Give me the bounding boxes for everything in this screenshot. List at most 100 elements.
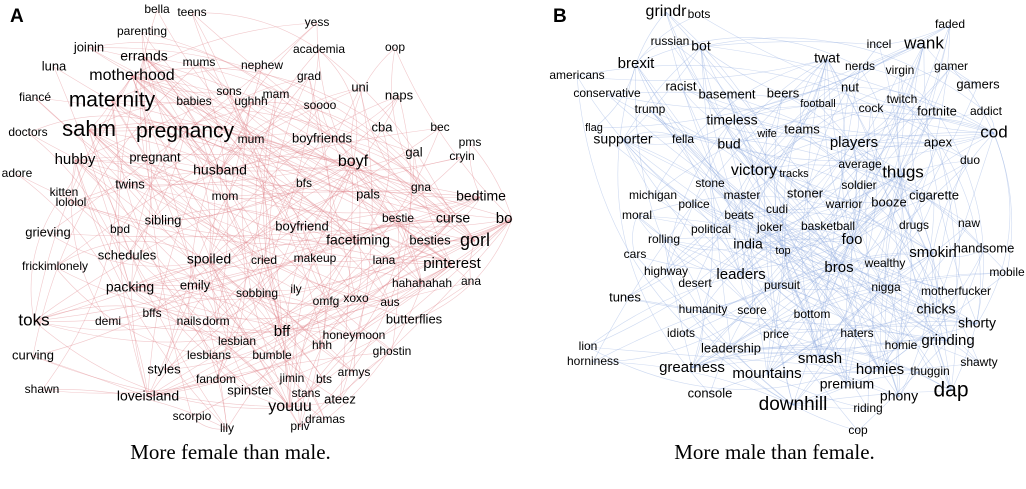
network-edge (129, 287, 238, 343)
network-edge (188, 22, 318, 323)
network-edge (219, 127, 441, 172)
network-edge (147, 240, 359, 398)
network-edge (710, 229, 949, 342)
network-edge (865, 108, 881, 371)
network-edge (352, 161, 361, 242)
network-edge (88, 100, 113, 131)
network-edge (191, 416, 228, 430)
network-edge (53, 66, 453, 265)
network-edge (367, 194, 454, 222)
network-edge (841, 87, 902, 347)
network-edge (819, 358, 881, 371)
network-edge (728, 144, 858, 335)
word-node: highway (644, 264, 688, 278)
network-edge (397, 218, 423, 285)
network-edge (32, 62, 200, 357)
network-edge (147, 127, 441, 398)
network-edge (324, 283, 423, 421)
network-edge (256, 263, 453, 307)
network-edge (576, 75, 794, 406)
word-node: aus (380, 295, 399, 309)
word-node: joker (756, 220, 783, 234)
network-edge (284, 161, 354, 408)
network-edge (702, 244, 749, 311)
panel-female: A bella teens yess parenting joinin academia o… (2, 2, 513, 464)
network-edge (665, 58, 828, 273)
network-edge (250, 139, 354, 163)
network-edge (63, 192, 291, 408)
network-edge (357, 156, 463, 242)
network-edge (823, 58, 853, 241)
network-edge (191, 12, 283, 333)
network-edge (622, 139, 821, 360)
network-edge (163, 196, 482, 371)
word-node: bec (430, 120, 449, 134)
word-node: lana (373, 253, 396, 267)
network-edge (119, 131, 186, 231)
network-edge (143, 56, 359, 242)
network-edge (843, 204, 949, 342)
network-edge (16, 173, 359, 245)
word-node: mobile (989, 265, 1025, 279)
network-edge (753, 170, 937, 311)
network-edge (901, 99, 981, 325)
network-edge (131, 75, 293, 380)
network-edge (88, 129, 228, 430)
network-edge (70, 101, 252, 204)
network-edge (726, 94, 978, 325)
network-edge (663, 239, 693, 369)
word-node: tracks (779, 168, 809, 180)
word-node: curse (436, 210, 470, 226)
network-edge (107, 218, 399, 323)
word-node: leadership (701, 340, 761, 355)
network-edge (622, 134, 806, 195)
word-network-female: bella teens yess parenting joinin academia oop… (2, 2, 513, 435)
network-edge (143, 56, 221, 172)
network-edge (208, 281, 472, 357)
network-edge (740, 274, 902, 347)
network-edge (34, 97, 301, 428)
network-edge (738, 215, 881, 371)
network-edge (129, 95, 400, 289)
network-edge (119, 229, 228, 430)
network-edge (665, 120, 733, 273)
network-edge (318, 49, 454, 220)
panel-letter: A (10, 6, 24, 27)
network-edge (858, 185, 934, 254)
network-edge (747, 228, 853, 246)
word-node: leaders (716, 266, 765, 283)
network-edge (622, 139, 886, 265)
network-edge (884, 225, 915, 398)
network-edge (792, 404, 869, 410)
network-edge (263, 260, 297, 408)
network-edge (263, 260, 280, 357)
network-edge (622, 46, 702, 141)
network-edge (289, 379, 325, 408)
network-edge (74, 159, 355, 374)
network-edge (339, 351, 393, 401)
network-edge (469, 240, 476, 283)
network-edge (691, 283, 704, 369)
word-node: thuggin (910, 364, 949, 378)
network-edge (219, 139, 252, 172)
network-edge (665, 11, 845, 206)
network-edge (635, 63, 887, 289)
network-edge (741, 195, 813, 316)
network-edge (793, 173, 952, 392)
network-edge (845, 43, 925, 386)
network-edge (747, 244, 784, 252)
word-node: boyf (338, 153, 369, 170)
panel-male: B grindr bots faded russian bot incel wank twat… (513, 0, 1026, 489)
network-edge (691, 291, 957, 369)
network-edge (636, 215, 749, 251)
word-node: duo (960, 153, 980, 167)
word-node: xoxo (343, 291, 369, 305)
network-edge (308, 76, 357, 300)
network-edge (851, 195, 935, 241)
network-edge (88, 129, 273, 357)
network-edge (219, 170, 422, 192)
network-edge (469, 142, 513, 220)
network-edge (606, 93, 819, 110)
network-edge (321, 138, 422, 189)
network-edge (878, 44, 903, 371)
